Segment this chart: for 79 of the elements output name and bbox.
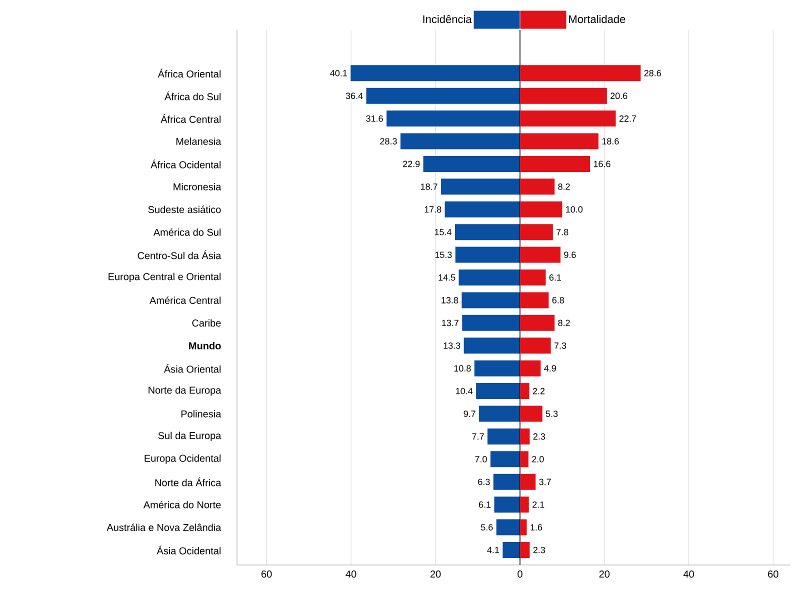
bar (520, 519, 527, 536)
data-label: 6.1 (478, 501, 491, 508)
data-label: 2.3 (533, 546, 546, 554)
bar (520, 383, 530, 400)
data-label: 28.6 (644, 70, 661, 76)
x-tick-label: 60 (262, 570, 272, 578)
data-label: 10.0 (566, 206, 583, 213)
y-tick-label: América do Sul (153, 228, 221, 236)
y-tick-label: Melanesia (176, 138, 222, 145)
data-label: 2.1 (532, 501, 544, 508)
data-label: 4.1 (487, 546, 500, 554)
data-label: 2.2 (532, 388, 545, 394)
data-label: 4.9 (544, 365, 556, 372)
data-label: 40.1 (330, 70, 347, 76)
data-label: 6.1 (549, 274, 562, 281)
data-label: 22.7 (619, 115, 636, 122)
data-label: 15.4 (434, 228, 452, 236)
y-tick-label: Sul da Europa (158, 432, 222, 442)
data-label: 7.0 (475, 456, 487, 462)
data-label: 6.8 (552, 297, 564, 304)
y-tick-label: Europa Ocidental (144, 454, 221, 464)
data-label: 7.7 (472, 433, 484, 440)
data-label: 1.6 (530, 524, 542, 530)
data-label: 9.6 (564, 252, 576, 258)
data-label: 22.9 (403, 160, 420, 168)
data-label: 13.7 (442, 320, 458, 326)
data-label: 6.3 (478, 478, 490, 486)
data-label: 8.2 (558, 320, 570, 326)
y-tick-label: Norte da Europa (148, 386, 222, 396)
y-tick-label: Polinesia (181, 410, 222, 418)
data-label: 15.3 (435, 252, 452, 258)
y-tick-label: Austrália e Nova Zelândia (106, 524, 222, 532)
x-tick-label: 60 (768, 570, 778, 578)
x-tick-label: 0 (518, 570, 522, 578)
data-label: 5.3 (546, 410, 558, 417)
data-label: 28.3 (380, 138, 397, 144)
y-tick-label: América do Norte (143, 500, 221, 508)
data-label: 7.8 (556, 228, 568, 236)
y-tick-label: América Central (150, 296, 221, 304)
data-label: 17.8 (424, 206, 442, 213)
data-label: 13.3 (444, 342, 460, 349)
data-label: 36.4 (346, 92, 363, 100)
data-label: 18.7 (420, 183, 438, 190)
y-tick-label: Europa Central e Oriental (108, 272, 221, 282)
y-tick-label: Norte da África (155, 478, 222, 486)
data-label: 2.3 (533, 433, 546, 440)
y-tick-label: África Ocidental (150, 160, 221, 168)
y-tick-label: África Central (160, 114, 221, 123)
x-tick-label: 40 (346, 570, 356, 578)
data-label: 7.3 (554, 342, 566, 349)
y-tick-label: Centro-Sul da Ásia (138, 250, 222, 260)
data-label: 8.2 (558, 183, 570, 190)
data-label: 14.5 (438, 274, 456, 281)
data-label: 18.6 (602, 138, 619, 144)
x-tick-label: 20 (599, 570, 610, 578)
y-tick-label: Sudeste asiático (148, 206, 221, 214)
y-tick-label: África Oriental (158, 68, 221, 78)
bar (520, 428, 530, 444)
data-label: 13.8 (442, 297, 458, 304)
data-label: 2.0 (532, 456, 544, 462)
data-label: 20.6 (610, 92, 628, 100)
legend-label: Mortalidade (569, 14, 626, 24)
y-tick-label: África do Sul (164, 91, 221, 100)
y-tick-label: Ásia Oriental (164, 364, 221, 373)
legend-label: Incidência (423, 14, 472, 24)
data-label: 10.4 (456, 388, 473, 394)
data-label: 5.6 (480, 524, 493, 530)
data-label: 10.8 (454, 365, 471, 372)
data-label: 16.6 (594, 160, 610, 168)
bar (520, 451, 528, 468)
y-tick-label: Caribe (192, 319, 221, 327)
x-tick-label: 40 (683, 570, 694, 578)
y-tick-label: Mundo (189, 342, 221, 350)
data-label: 9.7 (464, 410, 476, 417)
y-tick-label: Micronesia (174, 183, 222, 190)
data-label: 3.7 (539, 478, 551, 486)
data-label: 31.6 (366, 115, 383, 122)
x-tick-label: 20 (430, 570, 441, 578)
y-tick-label: Ásia Ocidental (156, 546, 221, 554)
